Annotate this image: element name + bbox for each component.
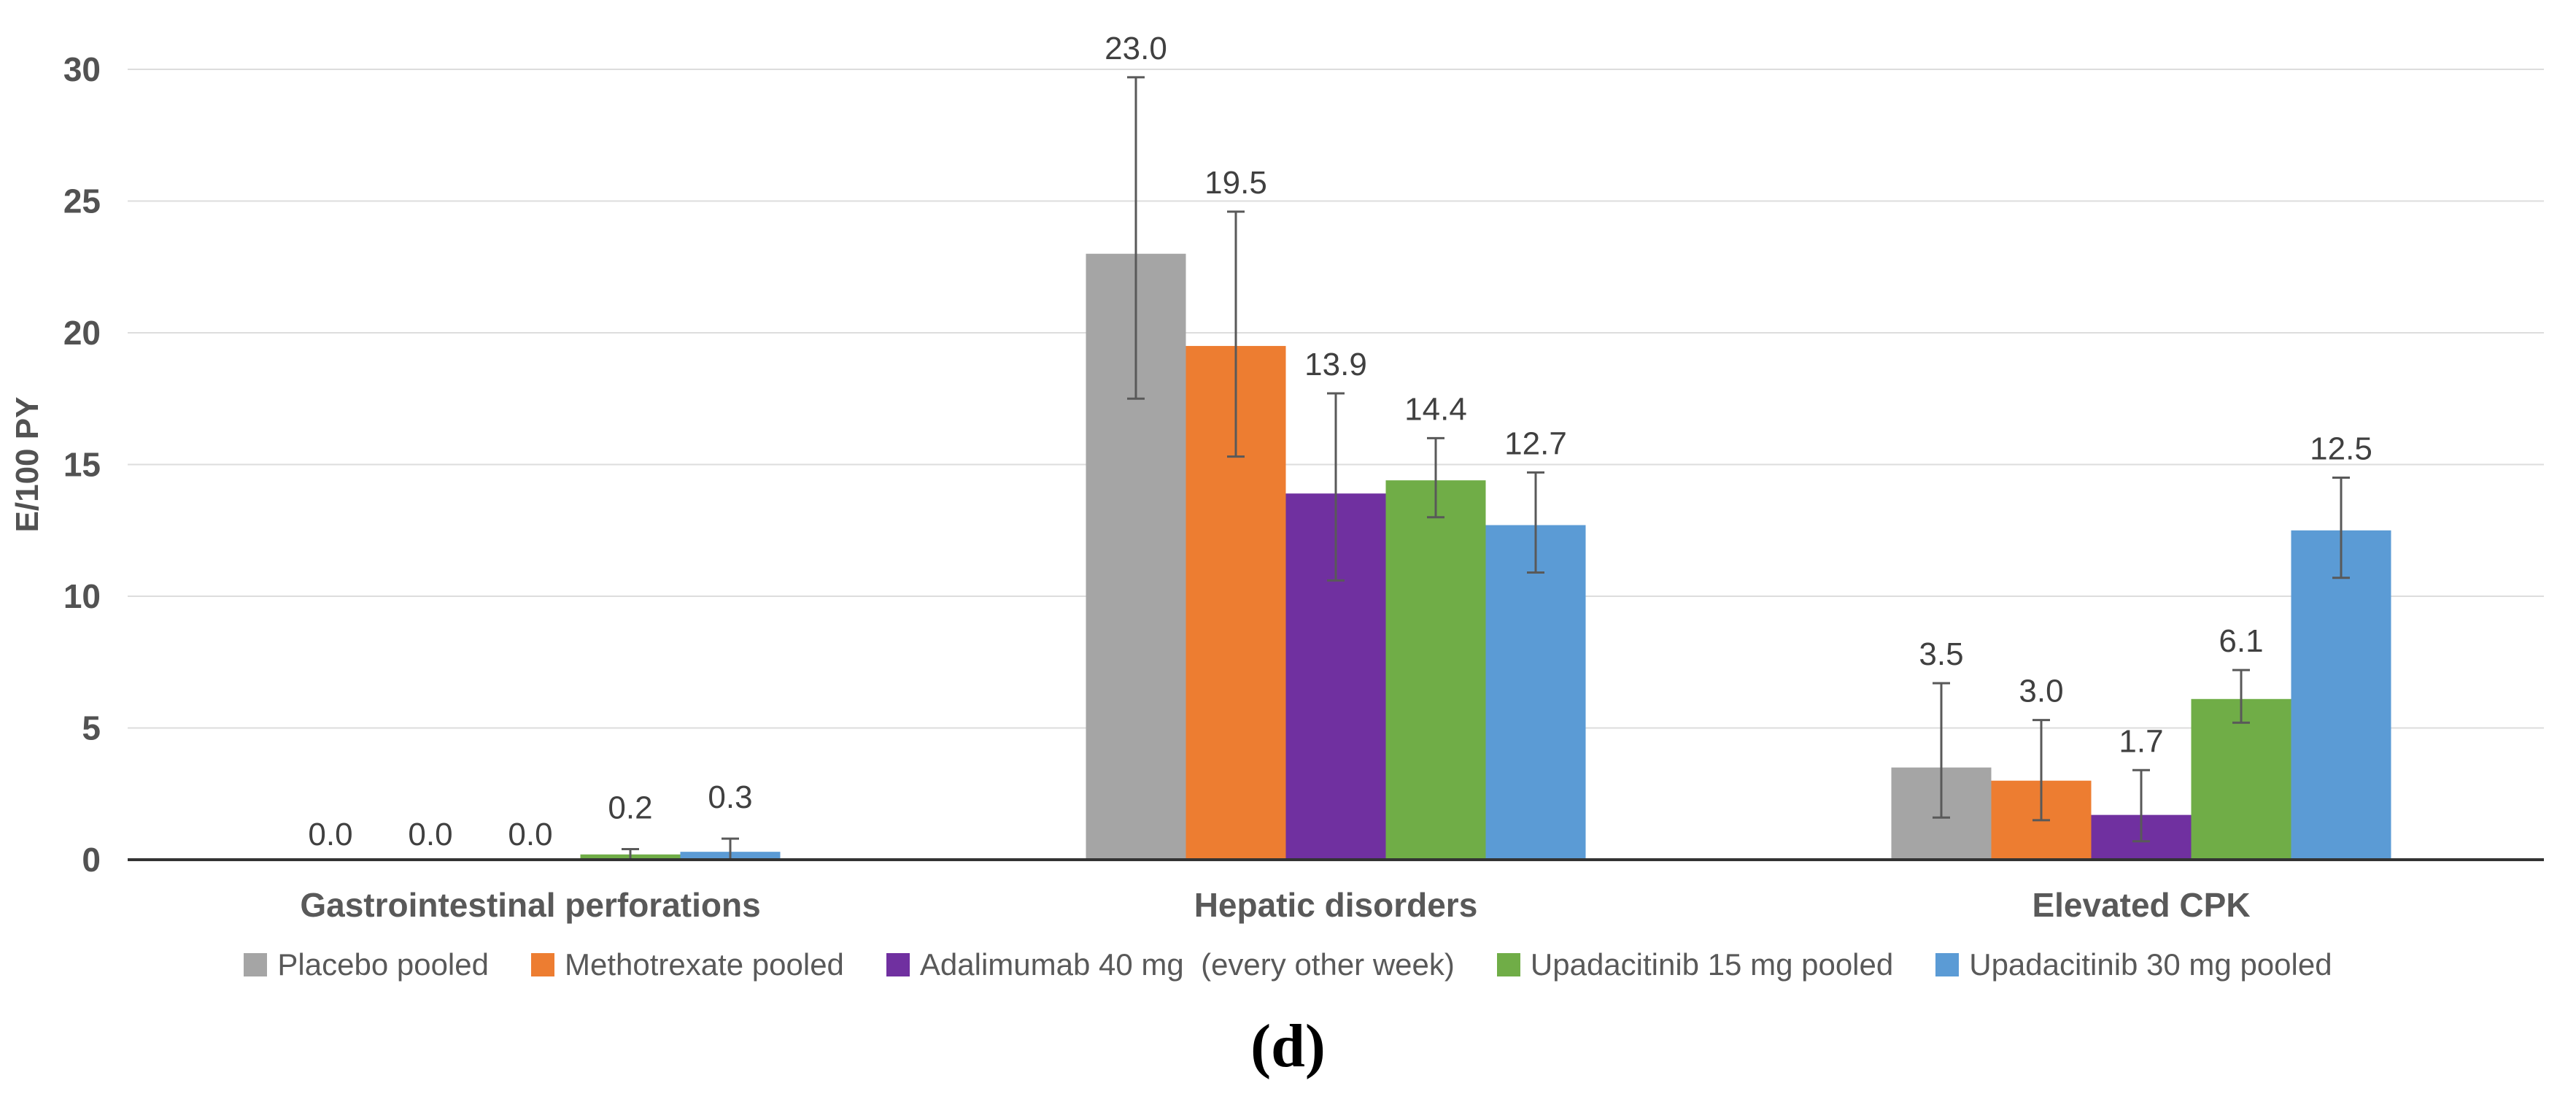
legend-item: Upadacitinib 15 mg pooled	[1496, 947, 1894, 982]
y-tick-label: 15	[63, 446, 101, 484]
legend-item: Methotrexate pooled	[530, 947, 844, 982]
y-tick-label: 0	[82, 841, 101, 879]
error-bar	[1227, 210, 1245, 458]
legend-swatch	[886, 953, 910, 976]
value-label: 12.5	[2310, 431, 2372, 467]
y-axis-title: E/100 PY	[9, 397, 45, 533]
legend-label: Placebo pooled	[277, 947, 489, 982]
legend-item: Upadacitinib 30 mg pooled	[1935, 949, 2332, 980]
legend-swatch	[1496, 953, 1520, 976]
value-label: 14.4	[1404, 391, 1467, 427]
category-label: Elevated CPK	[2032, 886, 2250, 924]
error-bar	[2232, 668, 2250, 724]
value-label: 0.2	[608, 790, 652, 826]
y-tick-label: 30	[63, 50, 101, 88]
legend-swatch	[244, 953, 268, 976]
value-label: 6.1	[2219, 623, 2263, 659]
legend-label: Methotrexate pooled	[564, 947, 844, 982]
error-bar	[2332, 477, 2350, 579]
value-label: 0.3	[708, 779, 752, 815]
value-label: 12.7	[1504, 425, 1567, 461]
value-label: 13.9	[1304, 347, 1367, 382]
legend-label: Upadacitinib 15 mg pooled	[1530, 947, 1894, 982]
legend-item: Adalimumab 40 mg (every other week)	[886, 949, 1455, 980]
value-label: 0.0	[508, 817, 552, 852]
legend-label: Upadacitinib 30 mg pooled	[1969, 947, 2332, 982]
legend-swatch	[1935, 953, 1960, 976]
bar	[1385, 480, 1486, 860]
bar	[1485, 525, 1586, 860]
error-bar	[2032, 719, 2050, 822]
category-label: Gastrointestinal perforations	[300, 886, 760, 924]
y-tick-label: 5	[82, 709, 101, 747]
value-label: 0.0	[408, 817, 452, 852]
error-bar	[1427, 436, 1444, 519]
error-bar	[1327, 392, 1345, 582]
value-label: 23.0	[1105, 31, 1167, 66]
legend: Placebo pooled Methotrexate pooled Adalimu…	[0, 946, 2576, 984]
legend-label: Adalimumab 40 mg (every other week)	[919, 947, 1455, 982]
y-tick-label: 20	[63, 314, 101, 352]
error-bar	[2132, 768, 2150, 843]
error-bar	[1933, 682, 1950, 819]
bar	[2191, 698, 2291, 860]
y-tick-label: 25	[63, 182, 101, 220]
value-label: 19.5	[1204, 165, 1267, 201]
figure-caption: (d)	[1250, 1012, 1326, 1080]
error-bar	[1527, 471, 1544, 574]
value-label: 3.0	[2019, 674, 2063, 709]
category-label: Hepatic disorders	[1194, 886, 1478, 924]
error-bar	[1127, 76, 1145, 400]
value-label: 0.0	[308, 817, 352, 852]
legend-swatch	[530, 953, 554, 976]
y-tick-label: 10	[63, 577, 101, 615]
value-label: 3.5	[1919, 636, 1963, 672]
bar	[2291, 530, 2391, 860]
value-label: 1.7	[2119, 723, 2163, 759]
legend-item: Placebo pooled	[244, 949, 489, 980]
